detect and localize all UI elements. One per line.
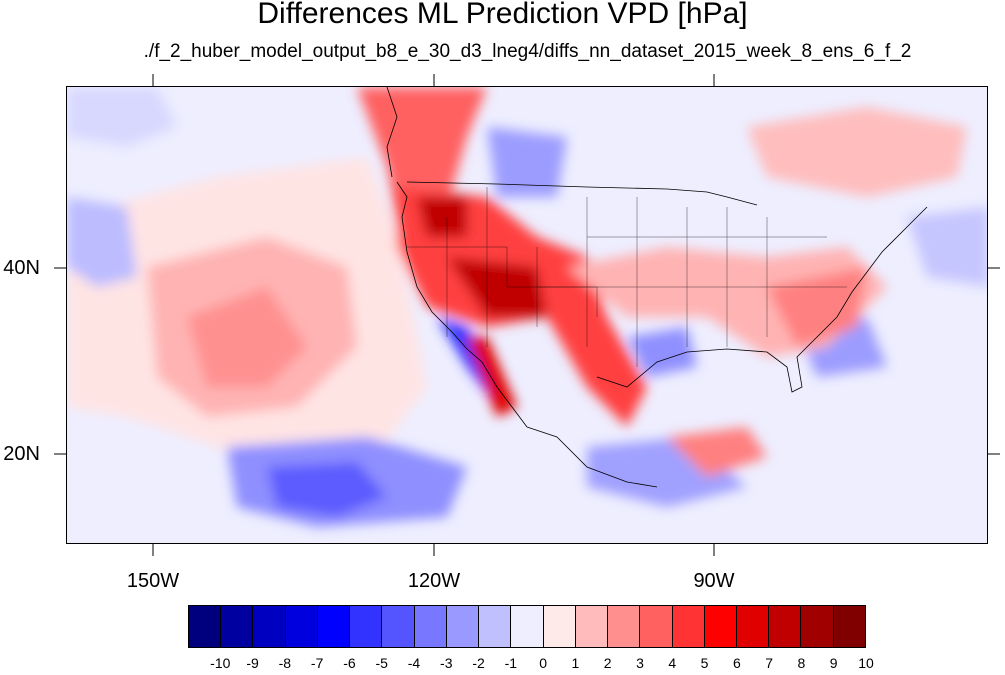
colorbar-swatch xyxy=(640,606,673,647)
colorbar-label: 7 xyxy=(765,655,774,671)
colorbar-swatch xyxy=(382,606,415,647)
colorbar-label: -9 xyxy=(246,655,259,671)
colorbar-swatch xyxy=(446,606,480,647)
field-red-caribbean xyxy=(667,427,767,477)
colorbar-swatch xyxy=(608,606,641,647)
field-dark-red-northwest xyxy=(417,197,467,237)
colorbar-swatch xyxy=(317,606,351,647)
colorbar-label: -6 xyxy=(343,655,356,671)
colorbar xyxy=(188,605,866,648)
colorbar-label: -2 xyxy=(472,655,485,671)
field-blue-core-south-pacific xyxy=(267,462,387,517)
colorbar-label: 5 xyxy=(700,655,709,671)
colorbar-label: 1 xyxy=(571,655,580,671)
colorbar-label: -5 xyxy=(375,655,388,671)
colorbar-labels: -10 -9 -8 -7 -6 -5 -4 -3 -2 -1 0 1 2 3 4 5 6 7 8 9 10 xyxy=(0,655,1005,675)
field-blue-north-pacific xyxy=(67,87,177,147)
colorbar-label: -3 xyxy=(440,655,453,671)
colorbar-swatch xyxy=(704,606,737,647)
map-title: Differences ML Prediction VPD [hPa] xyxy=(257,0,748,30)
colorbar-swatch xyxy=(253,606,286,647)
lat-label-20n: 20N xyxy=(3,443,40,465)
colorbar-swatch xyxy=(221,606,254,647)
colorbar-swatch xyxy=(672,606,705,647)
map-subtitle: ./f_2_huber_model_output_b8_e_30_d3_lneg… xyxy=(143,41,912,62)
map-state-borders xyxy=(407,187,847,367)
colorbar-label: 9 xyxy=(829,655,838,671)
colorbar-label: -1 xyxy=(504,655,518,671)
colorbar-swatch xyxy=(479,606,512,647)
map-plot xyxy=(66,86,988,544)
field-red-pacific xyxy=(187,287,307,387)
colorbar-swatch xyxy=(801,606,834,647)
colorbar-label: 2 xyxy=(603,655,612,671)
field-blue-nw-pacific xyxy=(67,197,137,287)
colorbar-swatch xyxy=(511,606,544,647)
colorbar-label: 3 xyxy=(636,655,644,671)
colorbar-label: 8 xyxy=(797,655,806,671)
colorbar-swatch xyxy=(769,606,802,647)
colorbar-label: 6 xyxy=(732,655,741,671)
colorbar-label: 4 xyxy=(668,655,677,671)
colorbar-swatch xyxy=(736,606,770,647)
field-dark-red-southwest xyxy=(447,257,547,317)
field-blue-canada xyxy=(487,127,567,197)
vpd-difference-map xyxy=(67,87,987,543)
colorbar-swatch xyxy=(833,606,865,647)
field-red-bc xyxy=(357,87,487,227)
field-blue-east-atlantic xyxy=(907,207,987,287)
colorbar-label: -8 xyxy=(278,655,292,671)
colorbar-label: -10 xyxy=(210,655,231,671)
colorbar-swatch xyxy=(543,606,576,647)
colorbar-label: 10 xyxy=(858,655,874,671)
colorbar-swatch xyxy=(189,606,222,647)
colorbar-label: -4 xyxy=(407,655,421,671)
colorbar-swatch xyxy=(350,606,383,647)
field-blue-texas-coast xyxy=(627,327,697,377)
map-coastlines xyxy=(386,87,928,488)
lon-label-120w: 120W xyxy=(407,570,461,592)
field-light-red-east-canada xyxy=(747,107,967,197)
lon-label-150w: 150W xyxy=(126,570,180,592)
colorbar-swatch xyxy=(414,606,447,647)
lat-label-40n: 40N xyxy=(3,257,40,279)
colorbar-swatch xyxy=(575,606,609,647)
colorbar-label: 0 xyxy=(539,655,548,671)
colorbar-swatch xyxy=(285,606,318,647)
lon-label-90w: 90W xyxy=(693,570,735,592)
colorbar-label: -7 xyxy=(310,655,324,671)
